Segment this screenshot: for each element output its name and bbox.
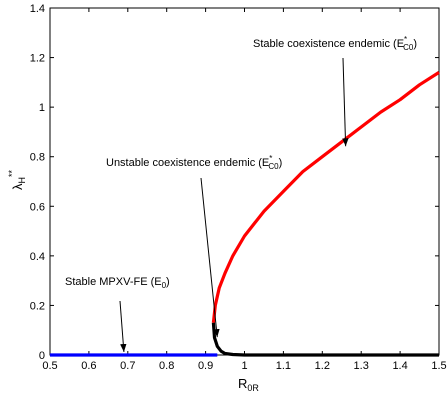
x-tick-label: 1.5 — [431, 360, 446, 372]
x-tick-label: 1.1 — [276, 360, 291, 372]
y-tick-label: 0.6 — [30, 201, 45, 213]
x-tick-label: 1 — [241, 360, 247, 372]
annotation-unstable-coexistence: Unstable coexistence endemic (E* C0) — [106, 154, 282, 171]
x-tick-label: 0.8 — [159, 360, 174, 372]
x-axis-label: R0R — [238, 376, 259, 393]
x-axis-ticks: 0.5 0.6 0.7 0.8 0.9 1 1.1 1.2 1.3 1.4 1.5 — [42, 8, 447, 372]
series-lines — [50, 71, 440, 357]
x-tick-label: 0.6 — [81, 360, 96, 372]
y-axis-label: λH** — [7, 169, 27, 190]
annotation-arrow-stable-mpxv-fe — [119, 300, 127, 353]
annotation-stable-coexistence: Stable coexistence endemic (E* C0) — [253, 35, 417, 52]
y-tick-label: 1.4 — [30, 3, 45, 15]
annotation-arrow-stable-coexistence — [342, 57, 349, 147]
annotation-stable-mpxv-fe: Stable MPXV-FE (E0) — [65, 276, 170, 290]
x-tick-label: 1.3 — [354, 360, 369, 372]
x-tick-label: 0.9 — [198, 360, 213, 372]
y-tick-label: 0.8 — [30, 152, 45, 164]
y-tick-label: 0 — [39, 350, 45, 362]
y-tick-label: 0.4 — [30, 251, 45, 263]
plot-area — [49, 7, 440, 356]
annotation-arrow-unstable-coexistence — [200, 177, 220, 338]
y-tick-label: 1.2 — [30, 53, 45, 65]
y-tick-label: 0.2 — [30, 300, 45, 312]
series-line-stable-endemic — [211, 71, 440, 323]
x-tick-label: 0.7 — [120, 360, 135, 372]
y-axis-ticks: 0 0.2 0.4 0.6 0.8 1 1.2 1.4 — [30, 3, 439, 362]
x-tick-label: 1.4 — [392, 360, 407, 372]
y-tick-label: 1 — [39, 102, 45, 114]
annotations: Stable coexistence endemic (E* C0) Unstabl… — [65, 35, 417, 353]
x-tick-label: 0.5 — [42, 360, 57, 372]
series-line-unstable-endemic — [211, 322, 439, 357]
x-tick-label: 1.2 — [315, 360, 330, 372]
